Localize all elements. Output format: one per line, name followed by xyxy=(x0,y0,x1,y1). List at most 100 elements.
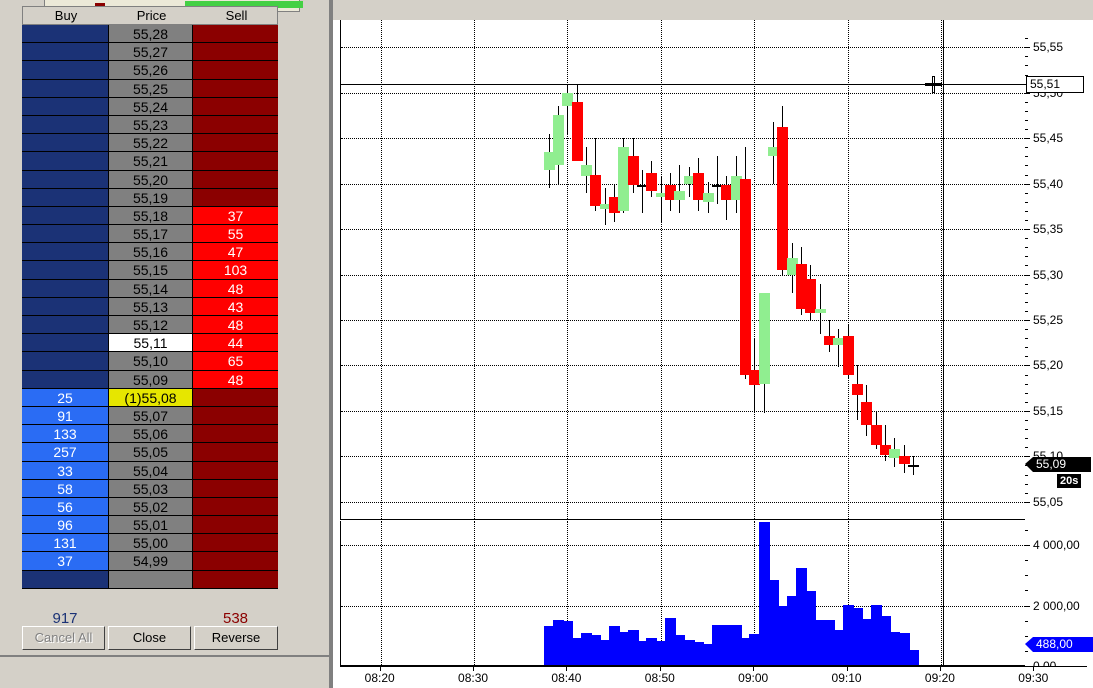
ladder-cell-buy[interactable] xyxy=(22,115,108,135)
ladder-cell-sell[interactable] xyxy=(193,134,278,153)
ladder-cell-price[interactable]: 55,20 xyxy=(108,170,193,189)
ladder-cell-sell[interactable] xyxy=(193,388,278,407)
ladder-cell-buy[interactable]: 58 xyxy=(22,479,108,498)
ladder-cell-price[interactable]: 55,14 xyxy=(108,279,193,298)
ladder-cell-sell[interactable] xyxy=(193,479,278,498)
ladder-cell-buy[interactable]: 56 xyxy=(22,497,108,517)
ladder-cell-price[interactable]: 55,27 xyxy=(108,43,193,62)
ladder-cell-sell[interactable] xyxy=(193,552,278,571)
ladder-cell-buy[interactable] xyxy=(22,188,108,207)
ladder-cell-price[interactable]: 55,01 xyxy=(108,516,193,535)
column-header-price: Price xyxy=(136,8,167,23)
ladder-cell-sell[interactable] xyxy=(193,25,278,44)
ladder-cell-price[interactable]: 55,15 xyxy=(108,261,193,280)
ladder-cell-price[interactable]: 55,16 xyxy=(108,243,193,262)
ladder-cell-sell[interactable]: 55 xyxy=(193,225,278,244)
volume-chart-plot[interactable] xyxy=(340,521,1025,666)
ladder-cell-price[interactable]: (1)55,08 xyxy=(108,388,193,407)
ladder-cell-price[interactable]: 55,00 xyxy=(108,534,193,553)
ladder-cell-sell[interactable] xyxy=(193,61,278,80)
ladder-cell-price[interactable]: 55,03 xyxy=(108,479,193,498)
ladder-cell-buy[interactable] xyxy=(22,225,108,244)
ladder-cell-price[interactable]: 55,09 xyxy=(108,370,193,389)
ladder-cell-sell[interactable]: 65 xyxy=(193,352,278,371)
ladder-cell-buy[interactable] xyxy=(22,316,108,335)
ladder-cell-sell[interactable]: 48 xyxy=(193,370,278,389)
ladder-cell-price[interactable]: 55,04 xyxy=(108,461,193,480)
ladder-cell-sell[interactable]: 37 xyxy=(193,206,278,226)
ladder-cell-buy[interactable] xyxy=(22,61,108,80)
ladder-cell-sell[interactable]: 47 xyxy=(193,243,278,262)
ladder-cell-price[interactable]: 55,23 xyxy=(108,115,193,135)
ladder-cell-price[interactable]: 55,12 xyxy=(108,316,193,335)
ladder-cell-buy[interactable] xyxy=(22,334,108,353)
ladder-cell-sell[interactable] xyxy=(193,115,278,135)
ladder-cell-sell[interactable] xyxy=(193,79,278,98)
ladder-cell-price[interactable]: 55,28 xyxy=(108,25,193,44)
ladder-cell-sell[interactable] xyxy=(193,534,278,553)
ladder-cell-sell[interactable] xyxy=(193,406,278,426)
ladder-cell-sell[interactable]: 48 xyxy=(193,316,278,335)
ladder-cell-buy[interactable] xyxy=(22,43,108,62)
ladder-cell-sell[interactable] xyxy=(193,461,278,480)
ladder-cell-price[interactable]: 55,07 xyxy=(108,406,193,426)
cancel-all-button[interactable]: Cancel All xyxy=(22,626,105,650)
ladder-cell-price[interactable]: 55,19 xyxy=(108,188,193,207)
ladder-cell-sell[interactable] xyxy=(193,170,278,189)
ladder-cell-buy[interactable] xyxy=(22,279,108,298)
ladder-cell-buy[interactable] xyxy=(22,134,108,153)
ladder-cell-price[interactable]: 55,26 xyxy=(108,61,193,80)
ladder-cell-price[interactable]: 55,13 xyxy=(108,297,193,316)
ladder-cell-price[interactable]: 54,99 xyxy=(108,552,193,571)
ladder-cell-buy[interactable] xyxy=(22,206,108,226)
ladder-cell-sell[interactable] xyxy=(193,425,278,444)
reverse-button[interactable]: Reverse xyxy=(194,626,278,650)
ladder-cell-sell[interactable] xyxy=(193,443,278,462)
ladder-cell-sell[interactable] xyxy=(193,188,278,207)
ladder-cell-buy[interactable]: 37 xyxy=(22,552,108,571)
ladder-cell-buy[interactable] xyxy=(22,152,108,171)
ladder-cell-sell[interactable] xyxy=(193,152,278,171)
ladder-cell-buy[interactable]: 131 xyxy=(22,534,108,553)
ladder-cell-buy[interactable] xyxy=(22,97,108,116)
ladder-cell-price[interactable]: 55,05 xyxy=(108,443,193,462)
ladder-cell-price[interactable]: 55,18 xyxy=(108,206,193,226)
ladder-cell-price[interactable]: 55,02 xyxy=(108,497,193,517)
ladder-cell-buy[interactable] xyxy=(22,170,108,189)
ladder-cell-sell[interactable] xyxy=(193,43,278,62)
ladder-cell-price[interactable]: 55,21 xyxy=(108,152,193,171)
ladder-cell-sell[interactable] xyxy=(193,497,278,517)
ladder-cell-buy[interactable] xyxy=(22,25,108,44)
ladder-cell-sell[interactable] xyxy=(193,97,278,116)
ladder-cell-buy[interactable] xyxy=(22,370,108,389)
ladder-cell-buy[interactable] xyxy=(22,79,108,98)
ladder-cell-buy[interactable]: 33 xyxy=(22,461,108,480)
ladder-cell-buy[interactable] xyxy=(22,352,108,371)
ladder-cell-buy[interactable]: 91 xyxy=(22,406,108,426)
close-button-ladder[interactable]: Close xyxy=(108,626,191,650)
ladder-cell-buy[interactable]: 133 xyxy=(22,425,108,444)
ladder-cell-price[interactable] xyxy=(108,570,193,589)
ladder-cell-buy[interactable] xyxy=(22,297,108,316)
ladder-cell-price[interactable]: 55,25 xyxy=(108,79,193,98)
ladder-cell-sell[interactable]: 43 xyxy=(193,297,278,316)
ladder-cell-price[interactable]: 55,11 xyxy=(108,334,193,353)
ladder-cell-sell[interactable]: 103 xyxy=(193,261,278,280)
ladder-cell-sell[interactable] xyxy=(193,570,278,589)
ladder-cell-sell[interactable]: 44 xyxy=(193,334,278,353)
ladder-cell-sell[interactable] xyxy=(193,516,278,535)
ladder-cell-buy[interactable] xyxy=(22,570,108,589)
ladder-cell-sell[interactable]: 48 xyxy=(193,279,278,298)
ladder-cell-buy[interactable]: 25 xyxy=(22,388,108,407)
ladder-cell-buy[interactable] xyxy=(22,261,108,280)
ladder-cell-buy[interactable] xyxy=(22,243,108,262)
ladder-cell-price[interactable]: 55,22 xyxy=(108,134,193,153)
chart-titlebar[interactable]: ❐ _ □ ✕ xyxy=(333,0,1093,20)
ladder-cell-price[interactable]: 55,10 xyxy=(108,352,193,371)
price-chart-plot[interactable] xyxy=(340,20,1025,520)
ladder-cell-price[interactable]: 55,24 xyxy=(108,97,193,116)
ladder-cell-price[interactable]: 55,06 xyxy=(108,425,193,444)
ladder-cell-buy[interactable]: 257 xyxy=(22,443,108,462)
ladder-cell-buy[interactable]: 96 xyxy=(22,516,108,535)
ladder-cell-price[interactable]: 55,17 xyxy=(108,225,193,244)
